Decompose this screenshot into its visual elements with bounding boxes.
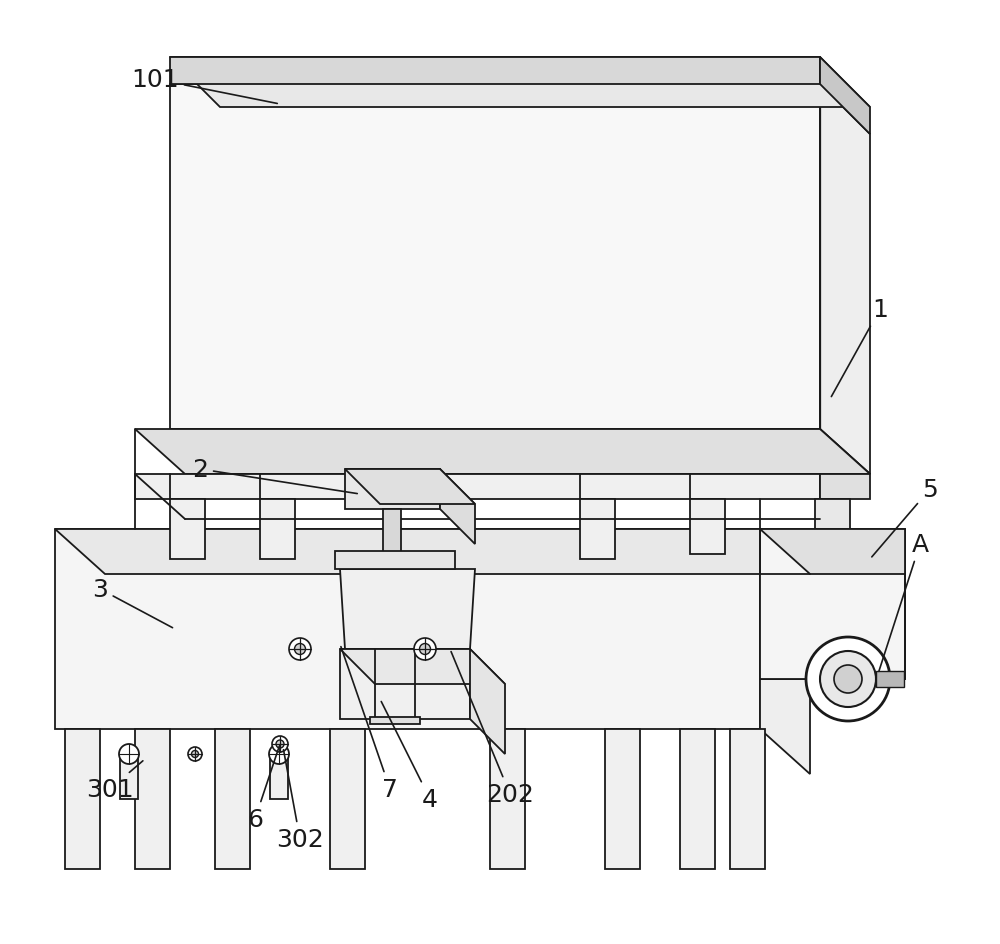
Text: 1: 1 [831, 297, 888, 397]
Polygon shape [340, 649, 505, 684]
Polygon shape [170, 58, 820, 85]
Circle shape [269, 744, 289, 765]
Bar [340, 649, 470, 719]
Polygon shape [820, 58, 870, 135]
Polygon shape [340, 569, 475, 649]
Text: 301: 301 [86, 761, 143, 801]
Text: 6: 6 [247, 747, 279, 831]
Circle shape [806, 637, 890, 721]
Polygon shape [440, 469, 475, 545]
Text: 5: 5 [872, 478, 938, 557]
Circle shape [414, 638, 436, 660]
Circle shape [834, 666, 862, 693]
Circle shape [276, 740, 284, 749]
Bar [383, 510, 401, 560]
Bar [215, 729, 250, 869]
Text: A: A [879, 532, 929, 671]
Circle shape [119, 744, 139, 765]
Bar [345, 469, 440, 510]
Polygon shape [55, 530, 810, 574]
Text: 2: 2 [192, 458, 357, 494]
Bar [270, 754, 288, 800]
Polygon shape [760, 530, 905, 680]
Text: 4: 4 [381, 701, 438, 811]
Polygon shape [170, 85, 820, 430]
Polygon shape [760, 530, 905, 574]
Bar [335, 551, 455, 569]
Bar [876, 671, 904, 687]
Circle shape [420, 644, 431, 655]
Bar [65, 729, 100, 869]
Text: 7: 7 [341, 647, 398, 801]
Bar [680, 729, 715, 869]
Bar [135, 729, 170, 869]
Bar [605, 729, 640, 869]
Bar [690, 499, 725, 554]
Bar [260, 499, 295, 560]
Text: 202: 202 [451, 652, 534, 806]
Bar [730, 729, 765, 869]
Polygon shape [170, 430, 870, 475]
Polygon shape [135, 430, 870, 475]
Polygon shape [370, 717, 420, 724]
Polygon shape [170, 58, 870, 108]
Text: 101: 101 [131, 68, 277, 105]
Circle shape [295, 644, 306, 655]
Circle shape [188, 748, 202, 761]
Circle shape [272, 736, 288, 752]
Bar [815, 499, 850, 554]
Bar [170, 499, 205, 560]
Bar [120, 754, 138, 800]
Text: 3: 3 [92, 578, 173, 628]
Polygon shape [470, 649, 505, 754]
Bar [330, 729, 365, 869]
Polygon shape [135, 475, 820, 499]
Polygon shape [760, 530, 905, 680]
Circle shape [192, 750, 199, 758]
Bar [580, 499, 615, 560]
Polygon shape [820, 475, 870, 499]
Text: 302: 302 [276, 750, 324, 851]
Circle shape [820, 651, 876, 707]
Circle shape [289, 638, 311, 660]
Bar [490, 729, 525, 869]
Polygon shape [760, 530, 810, 774]
Polygon shape [55, 530, 760, 729]
Polygon shape [820, 85, 870, 475]
Polygon shape [345, 469, 475, 504]
